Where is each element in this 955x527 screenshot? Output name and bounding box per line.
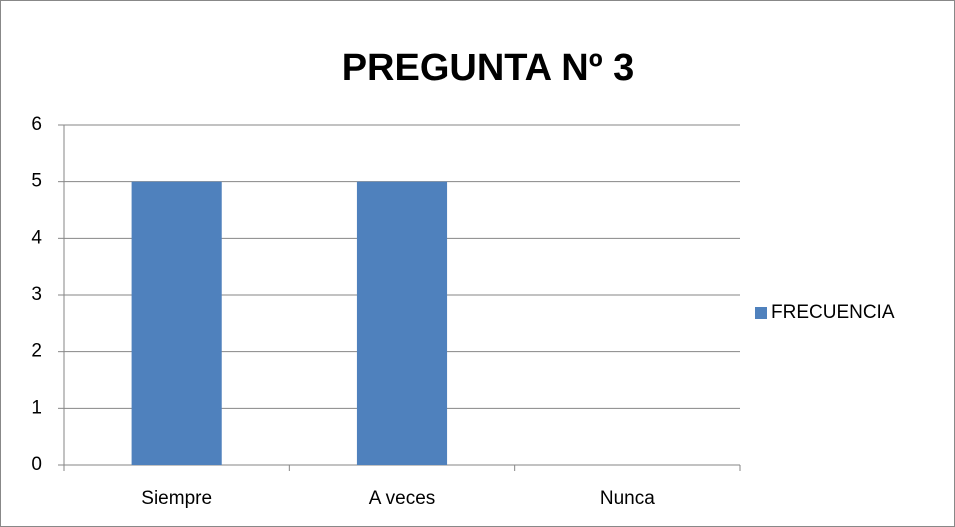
bar [356, 181, 448, 465]
y-tick-label: 2 [31, 341, 42, 362]
x-tick-label: A veces [369, 488, 436, 509]
y-tick-label: 0 [31, 454, 42, 475]
bar [131, 181, 222, 465]
y-tick-label: 5 [31, 171, 42, 192]
legend-swatch [755, 307, 767, 319]
x-tick-label: Siempre [141, 488, 212, 509]
legend-label: FRECUENCIA [771, 302, 895, 323]
y-tick-label: 4 [31, 227, 42, 248]
y-tick-label: 3 [31, 284, 42, 305]
chart-title: PREGUNTA Nº 3 [342, 47, 635, 89]
x-tick-label: Nunca [600, 488, 655, 509]
y-tick-label: 1 [31, 397, 42, 418]
y-tick-label: 6 [31, 114, 42, 135]
